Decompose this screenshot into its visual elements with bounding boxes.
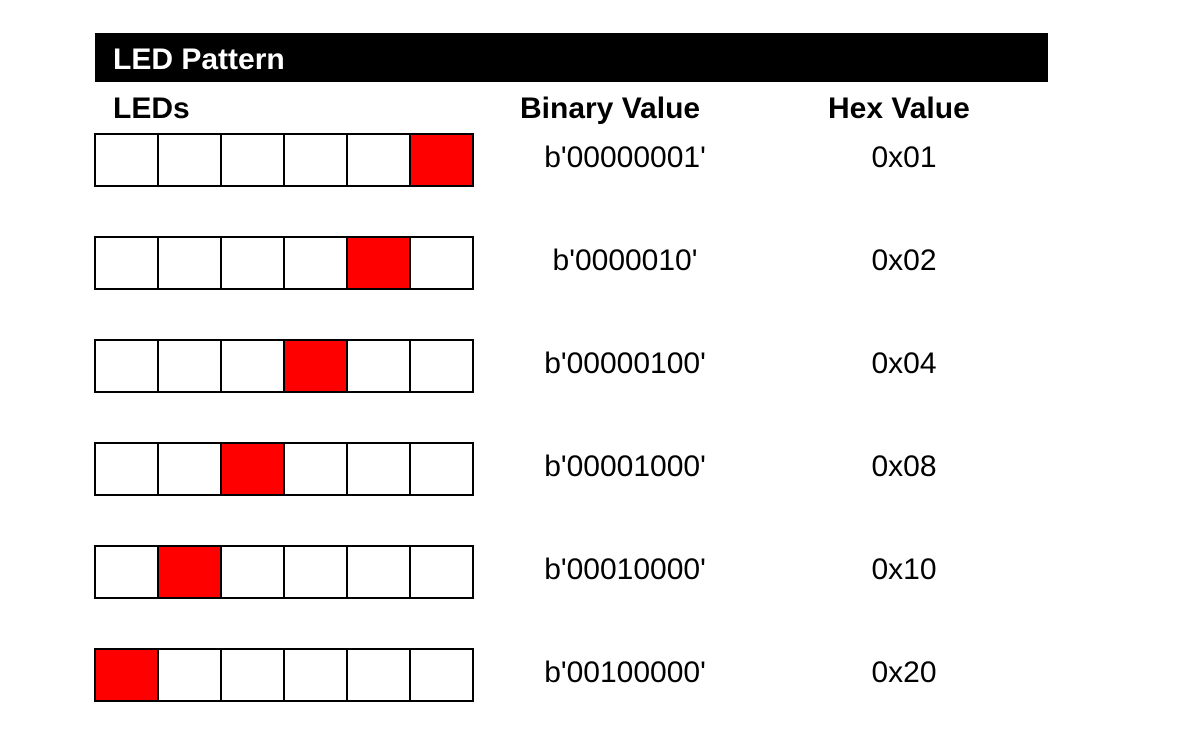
led-off [222, 341, 285, 391]
header-leds: LEDs [113, 92, 190, 125]
led-off [348, 547, 411, 597]
led-off [159, 444, 222, 494]
led-on [411, 135, 474, 185]
led-off [348, 341, 411, 391]
led-off [222, 238, 285, 288]
binary-value: b'0000010' [552, 244, 698, 277]
led-on [285, 341, 348, 391]
led-off [348, 135, 411, 185]
led-off [411, 444, 474, 494]
led-off [222, 135, 285, 185]
led-off [96, 444, 159, 494]
led-off [285, 547, 348, 597]
led-strip [94, 133, 474, 187]
led-off [96, 341, 159, 391]
led-strip [94, 442, 474, 496]
led-off [159, 135, 222, 185]
hex-value: 0x20 [871, 656, 937, 689]
led-on [159, 547, 222, 597]
header-binary-value: Binary Value [520, 92, 701, 125]
led-off [159, 341, 222, 391]
led-on [348, 238, 411, 288]
led-off [159, 238, 222, 288]
table-row: b'00000100' 0x04 [0, 339, 1180, 393]
led-off [411, 238, 474, 288]
led-off [285, 238, 348, 288]
led-off [222, 547, 285, 597]
binary-value: b'00001000' [544, 450, 706, 483]
led-on [222, 444, 285, 494]
hex-value: 0x02 [871, 244, 937, 277]
binary-value: b'00000001' [544, 141, 706, 174]
led-strip [94, 648, 474, 702]
table-row: b'00010000' 0x10 [0, 545, 1180, 599]
binary-value: b'00100000' [544, 656, 706, 689]
table-row: b'0000010' 0x02 [0, 236, 1180, 290]
led-off [411, 547, 474, 597]
led-off [96, 547, 159, 597]
led-off [348, 444, 411, 494]
led-off [285, 444, 348, 494]
led-off [285, 650, 348, 700]
hex-value: 0x10 [871, 553, 937, 586]
led-off [411, 650, 474, 700]
led-off [285, 135, 348, 185]
led-off [348, 650, 411, 700]
binary-value: b'00000100' [544, 347, 706, 380]
hex-value: 0x08 [871, 450, 937, 483]
table-row: b'00100000' 0x20 [0, 648, 1180, 702]
led-strip [94, 545, 474, 599]
title-bar: LED Pattern [95, 33, 1048, 82]
led-off [411, 341, 474, 391]
led-off [159, 650, 222, 700]
led-off [222, 650, 285, 700]
led-on [96, 650, 159, 700]
header-hex-value: Hex Value [828, 92, 970, 125]
hex-value: 0x04 [871, 347, 937, 380]
binary-value: b'00010000' [544, 553, 706, 586]
hex-value: 0x01 [871, 141, 937, 174]
led-strip [94, 236, 474, 290]
table-row: b'00000001' 0x01 [0, 133, 1180, 187]
led-off [96, 238, 159, 288]
led-off [96, 135, 159, 185]
page-title: LED Pattern [113, 43, 285, 76]
led-strip [94, 339, 474, 393]
table-row: b'00001000' 0x08 [0, 442, 1180, 496]
